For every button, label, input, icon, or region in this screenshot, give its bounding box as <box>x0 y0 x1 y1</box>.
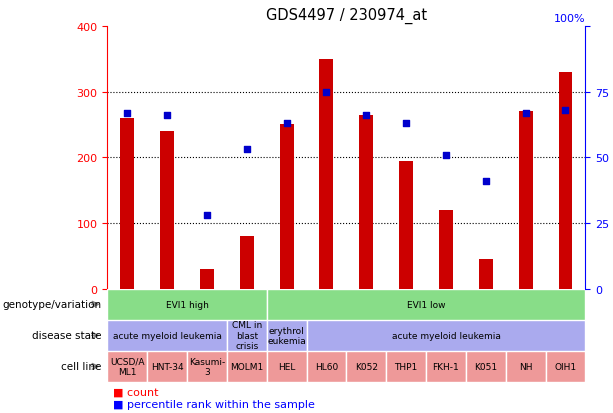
Bar <box>187 351 227 382</box>
Text: acute myeloid leukemia: acute myeloid leukemia <box>113 331 221 340</box>
Bar <box>120 119 134 289</box>
Text: disease state: disease state <box>32 330 101 341</box>
Point <box>242 147 252 153</box>
Bar <box>267 351 306 382</box>
Text: HL60: HL60 <box>315 362 338 371</box>
Text: THP1: THP1 <box>395 362 417 371</box>
Bar <box>147 351 187 382</box>
Text: genotype/variation: genotype/variation <box>2 299 101 310</box>
Text: EVI1 high: EVI1 high <box>166 300 208 309</box>
Bar <box>200 269 214 289</box>
Point <box>362 113 371 119</box>
Point <box>441 152 451 159</box>
Text: K051: K051 <box>474 362 497 371</box>
Point <box>162 113 172 119</box>
Text: FKH-1: FKH-1 <box>433 362 459 371</box>
Bar <box>546 351 585 382</box>
Text: erythrol
eukemia: erythrol eukemia <box>267 326 306 345</box>
Bar <box>479 260 493 289</box>
Bar <box>107 290 267 320</box>
Bar <box>227 320 267 351</box>
Text: acute myeloid leukemia: acute myeloid leukemia <box>392 331 500 340</box>
Bar <box>267 320 306 351</box>
Bar <box>280 125 294 289</box>
Bar <box>558 73 573 289</box>
Bar <box>519 112 533 289</box>
Bar <box>240 237 254 289</box>
Point <box>322 89 332 96</box>
Point <box>402 121 411 127</box>
Bar <box>346 351 386 382</box>
Point <box>282 121 292 127</box>
Text: EVI1 low: EVI1 low <box>407 300 445 309</box>
Text: ■ percentile rank within the sample: ■ percentile rank within the sample <box>113 399 315 409</box>
Text: HNT-34: HNT-34 <box>151 362 183 371</box>
Point <box>481 178 491 185</box>
Bar <box>160 132 174 289</box>
Bar <box>107 351 147 382</box>
Bar <box>506 351 546 382</box>
Bar <box>359 115 373 289</box>
Text: ■ count: ■ count <box>113 387 159 397</box>
Text: HEL: HEL <box>278 362 295 371</box>
Bar <box>319 59 333 289</box>
Point <box>521 110 531 117</box>
Point <box>122 110 132 117</box>
Title: GDS4497 / 230974_at: GDS4497 / 230974_at <box>266 8 427 24</box>
Text: 100%: 100% <box>554 14 585 24</box>
Text: Kasumi-
3: Kasumi- 3 <box>189 357 225 376</box>
Bar <box>107 320 227 351</box>
Text: UCSD/A
ML1: UCSD/A ML1 <box>110 357 145 376</box>
Text: NH: NH <box>519 362 533 371</box>
Bar <box>426 351 466 382</box>
Bar <box>386 351 426 382</box>
Text: CML in
blast
crisis: CML in blast crisis <box>232 321 262 350</box>
Bar <box>306 320 585 351</box>
Bar <box>267 290 585 320</box>
Bar <box>306 351 346 382</box>
Bar <box>399 161 413 289</box>
Bar <box>227 351 267 382</box>
Text: MOLM1: MOLM1 <box>230 362 264 371</box>
Point <box>202 212 212 219</box>
Text: OIH1: OIH1 <box>554 362 577 371</box>
Text: K052: K052 <box>355 362 378 371</box>
Text: cell line: cell line <box>61 361 101 372</box>
Bar <box>439 211 453 289</box>
Bar <box>466 351 506 382</box>
Point <box>561 107 571 114</box>
